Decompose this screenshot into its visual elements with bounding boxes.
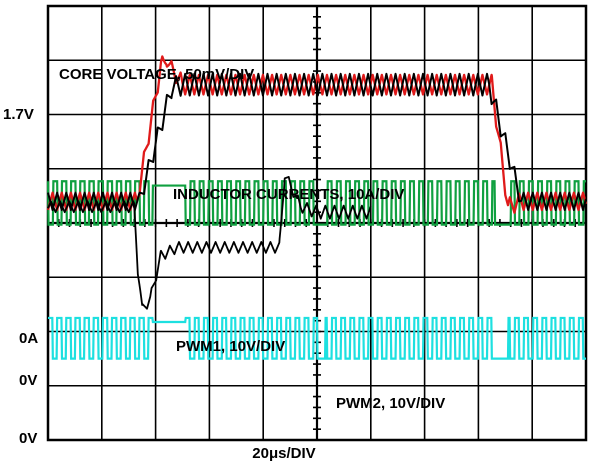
core-voltage-trace <box>47 175 372 310</box>
pwm2-trace <box>46 180 586 226</box>
pwm2-label: PWM2, 10V/DIV <box>336 395 445 412</box>
core-voltage-label: CORE VOLTAGE, 50mV/DIV <box>59 66 254 83</box>
ref-label-0a: 0A <box>19 330 38 347</box>
x-axis-scale-label: 20μs/DIV <box>252 445 315 462</box>
ref-label-0v-pwm1: 0V <box>19 372 37 389</box>
ref-label-1.7v: 1.7V <box>3 106 34 123</box>
inductor-current-2-trace <box>47 72 587 211</box>
ref-label-0v-pwm2: 0V <box>19 430 37 447</box>
scope-traces <box>46 55 588 360</box>
inductor-currents-label: INDUCTOR CURRENTS, 10A/DIV <box>173 186 404 203</box>
pwm1-label: PWM1, 10V/DIV <box>176 338 285 355</box>
pwm1-trace <box>48 316 586 360</box>
